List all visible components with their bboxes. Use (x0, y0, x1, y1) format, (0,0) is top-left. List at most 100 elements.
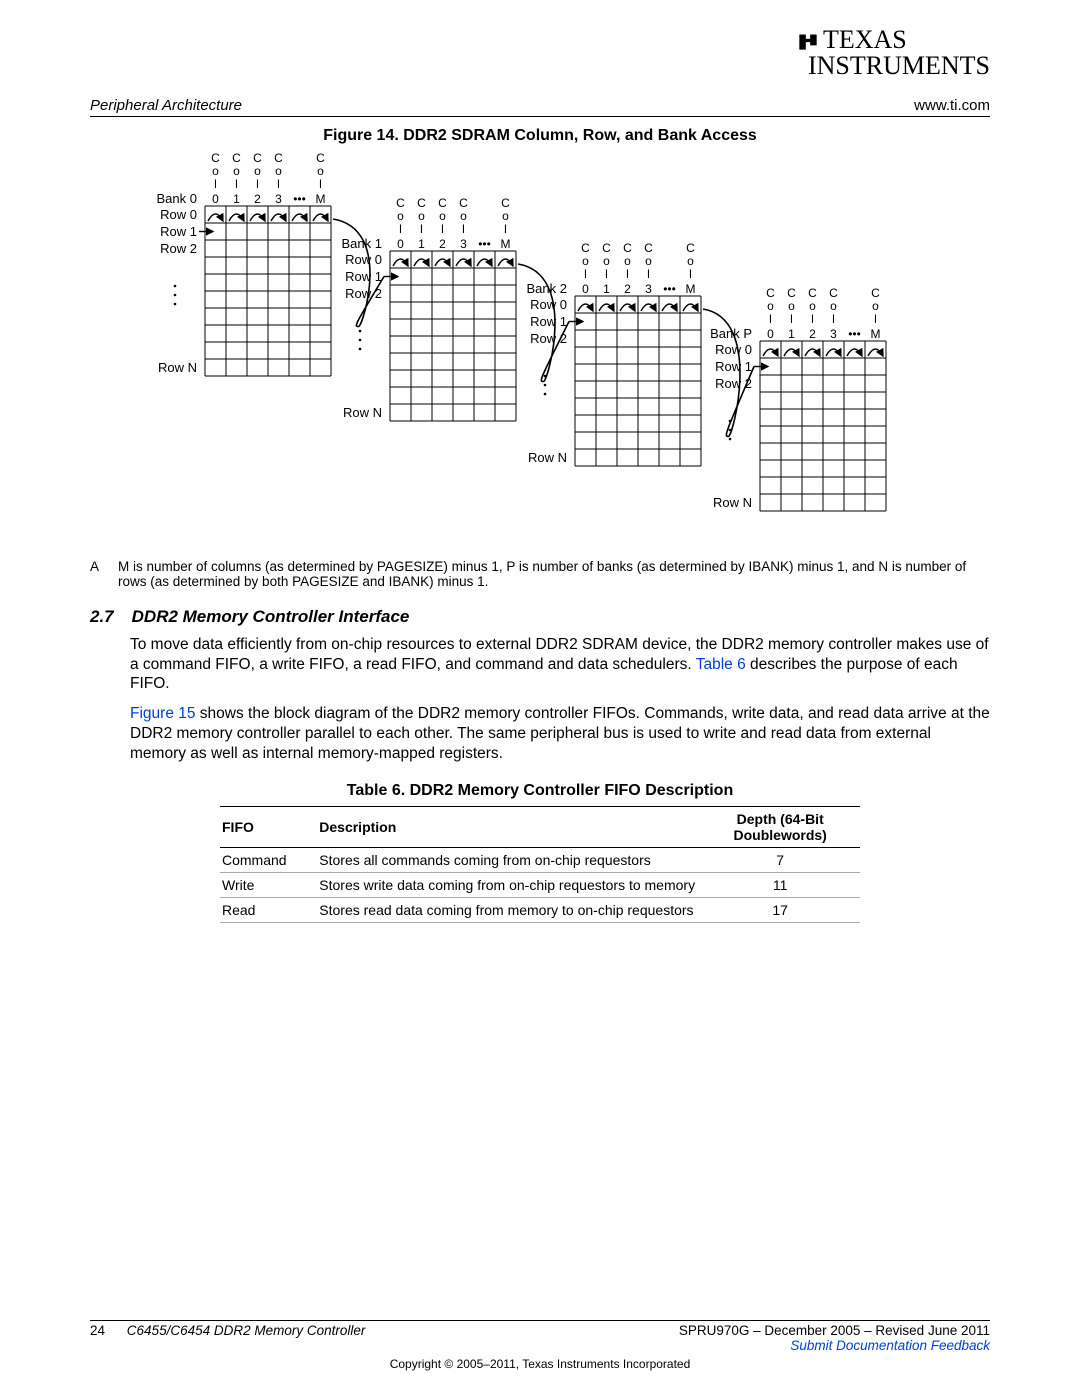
footnote-text: M is number of columns (as determined by… (118, 559, 990, 589)
svg-text:C: C (686, 241, 695, 255)
table6-link[interactable]: Table 6 (696, 656, 746, 673)
table-cell: Stores read data coming from memory to o… (317, 897, 706, 922)
feedback-link[interactable]: Submit Documentation Feedback (790, 1338, 990, 1353)
figure-footnote: A M is number of columns (as determined … (90, 559, 990, 589)
svg-text:•••: ••• (848, 327, 861, 341)
svg-text:o: o (275, 164, 282, 178)
svg-text:0: 0 (767, 327, 774, 341)
svg-text:0: 0 (397, 237, 404, 251)
svg-text:l: l (769, 312, 772, 326)
svg-text:o: o (809, 299, 816, 313)
svg-text:o: o (687, 254, 694, 268)
table-cell: Command (220, 847, 317, 872)
page-number: 24 (90, 1323, 105, 1338)
table-cell: Read (220, 897, 317, 922)
fifo-table: FIFO Description Depth (64-Bit Doublewor… (220, 806, 860, 923)
svg-text:Row 0: Row 0 (160, 207, 197, 222)
table-header-row: FIFO Description Depth (64-Bit Doublewor… (220, 806, 860, 847)
col-desc: Description (317, 806, 706, 847)
copyright: Copyright © 2005–2011, Texas Instruments… (90, 1357, 990, 1371)
table-cell: 7 (706, 847, 860, 872)
svg-text:o: o (872, 299, 879, 313)
table-title: Table 6. DDR2 Memory Controller FIFO Des… (90, 782, 990, 800)
table-row: ReadStores read data coming from memory … (220, 897, 860, 922)
table-row: CommandStores all commands coming from o… (220, 847, 860, 872)
header-right: www.ti.com (914, 97, 990, 114)
svg-text:Row 0: Row 0 (715, 342, 752, 357)
table-cell: Write (220, 872, 317, 897)
svg-text:Row 0: Row 0 (530, 297, 567, 312)
figure-title: Figure 14. DDR2 SDRAM Column, Row, and B… (90, 127, 990, 145)
table-cell: 11 (706, 872, 860, 897)
header-left: Peripheral Architecture (90, 97, 242, 114)
svg-text:l: l (811, 312, 814, 326)
svg-text:C: C (396, 196, 405, 210)
svg-text:C: C (211, 151, 220, 165)
svg-text:M: M (501, 237, 511, 251)
svg-text:3: 3 (275, 192, 282, 206)
svg-text:l: l (399, 222, 402, 236)
svg-text:o: o (788, 299, 795, 313)
svg-text:C: C (829, 286, 838, 300)
svg-text:C: C (438, 196, 447, 210)
figure-diagram: ColColColColCol0123•••MBank 0Row 0Row 1R… (90, 151, 990, 551)
svg-text:o: o (830, 299, 837, 313)
paragraph-2: Figure 15 shows the block diagram of the… (130, 704, 990, 763)
svg-text:C: C (417, 196, 426, 210)
svg-text:2: 2 (809, 327, 816, 341)
svg-text:l: l (874, 312, 877, 326)
svg-text:Row N: Row N (528, 450, 567, 465)
svg-text:C: C (644, 241, 653, 255)
svg-text:Row 2: Row 2 (160, 241, 197, 256)
svg-text:l: l (647, 267, 650, 281)
svg-text:l: l (420, 222, 423, 236)
ti-logo: TEXAS INSTRUMENTS (795, 28, 990, 79)
svg-text:l: l (832, 312, 835, 326)
section-title: DDR2 Memory Controller Interface (132, 607, 410, 627)
logo-text-bottom: INSTRUMENTS (808, 51, 990, 80)
svg-text:C: C (459, 196, 468, 210)
svg-text:3: 3 (830, 327, 837, 341)
svg-text:Row 2: Row 2 (530, 331, 567, 346)
svg-text:Row N: Row N (713, 495, 752, 510)
sdram-diagram-svg: ColColColColCol0123•••MBank 0Row 0Row 1R… (130, 151, 950, 551)
svg-text:Row 1: Row 1 (530, 314, 567, 329)
svg-text:C: C (253, 151, 262, 165)
col-depth: Depth (64-Bit Doublewords) (706, 806, 860, 847)
svg-text:l: l (462, 222, 465, 236)
svg-text:o: o (212, 164, 219, 178)
header-bar: Peripheral Architecture www.ti.com (90, 97, 990, 117)
svg-text:C: C (623, 241, 632, 255)
svg-text:Row N: Row N (158, 360, 197, 375)
table-row: WriteStores write data coming from on-ch… (220, 872, 860, 897)
svg-text:0: 0 (582, 282, 589, 296)
svg-text:C: C (581, 241, 590, 255)
svg-text:•••: ••• (293, 192, 306, 206)
logo-text-top: TEXAS (823, 25, 907, 54)
pub-info: SPRU970G – December 2005 – Revised June … (679, 1323, 990, 1338)
svg-text:o: o (645, 254, 652, 268)
svg-text:o: o (233, 164, 240, 178)
table-cell: Stores all commands coming from on-chip … (317, 847, 706, 872)
footnote-tag: A (90, 559, 118, 589)
svg-text:C: C (232, 151, 241, 165)
svg-text:Row N: Row N (343, 405, 382, 420)
svg-text:Row 1: Row 1 (715, 359, 752, 374)
svg-text:C: C (871, 286, 880, 300)
svg-text:o: o (624, 254, 631, 268)
svg-text:l: l (504, 222, 507, 236)
para2-text: shows the block diagram of the DDR2 memo… (130, 705, 990, 762)
section-number: 2.7 (90, 607, 114, 627)
svg-text:l: l (277, 177, 280, 191)
figure15-link[interactable]: Figure 15 (130, 705, 195, 722)
svg-text:Row 0: Row 0 (345, 252, 382, 267)
svg-text:C: C (787, 286, 796, 300)
svg-text:l: l (256, 177, 259, 191)
svg-text:C: C (274, 151, 283, 165)
svg-text:o: o (254, 164, 261, 178)
section-heading: 2.7 DDR2 Memory Controller Interface (90, 607, 990, 627)
footer-bar: 24 C6455/C6454 DDR2 Memory Controller SP… (90, 1320, 990, 1371)
svg-text:l: l (441, 222, 444, 236)
svg-text:3: 3 (460, 237, 467, 251)
svg-text:o: o (439, 209, 446, 223)
